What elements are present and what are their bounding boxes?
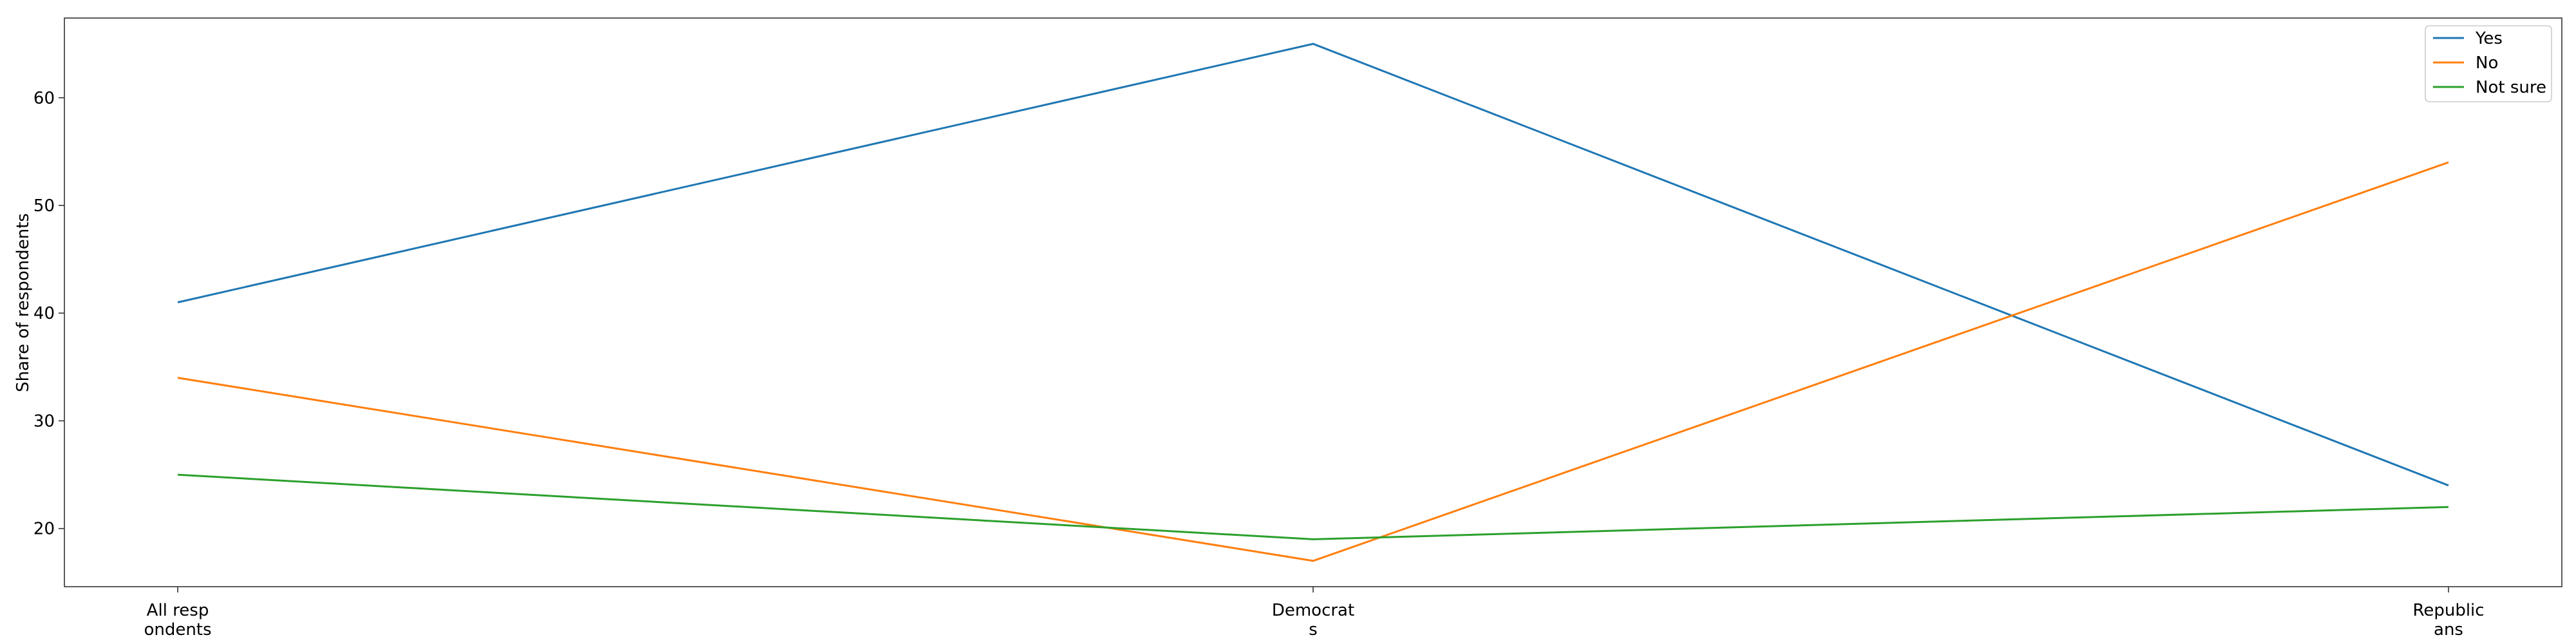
- y-tick-label: 50: [33, 196, 55, 216]
- x-tick-label: Republic ans: [2412, 601, 2484, 639]
- legend-label-yes: Yes: [2475, 29, 2503, 48]
- y-tick-label: 60: [33, 89, 55, 108]
- x-tick-label: Democrat s: [1272, 601, 1354, 639]
- legend-box: [2425, 25, 2552, 102]
- series-line-not-sure: [177, 473, 2449, 540]
- y-axis-label: Share of respondents: [14, 213, 33, 392]
- x-tick-label: All resp ondents: [144, 601, 211, 639]
- y-tick-label: 40: [33, 304, 55, 323]
- series-line-yes: [177, 43, 2449, 487]
- legend-label-not-sure: Not sure: [2476, 78, 2546, 97]
- y-tick-label: 20: [33, 520, 55, 539]
- y-axis: 20 30 40 50 60: [33, 89, 64, 539]
- legend: Yes No Not sure: [2425, 25, 2552, 102]
- legend-label-no: No: [2476, 53, 2498, 73]
- series-layer: [177, 43, 2449, 562]
- y-tick-label: 30: [33, 412, 55, 431]
- x-axis: All resp ondents Democrat s Republic ans: [144, 587, 2485, 639]
- series-line-no: [177, 161, 2449, 562]
